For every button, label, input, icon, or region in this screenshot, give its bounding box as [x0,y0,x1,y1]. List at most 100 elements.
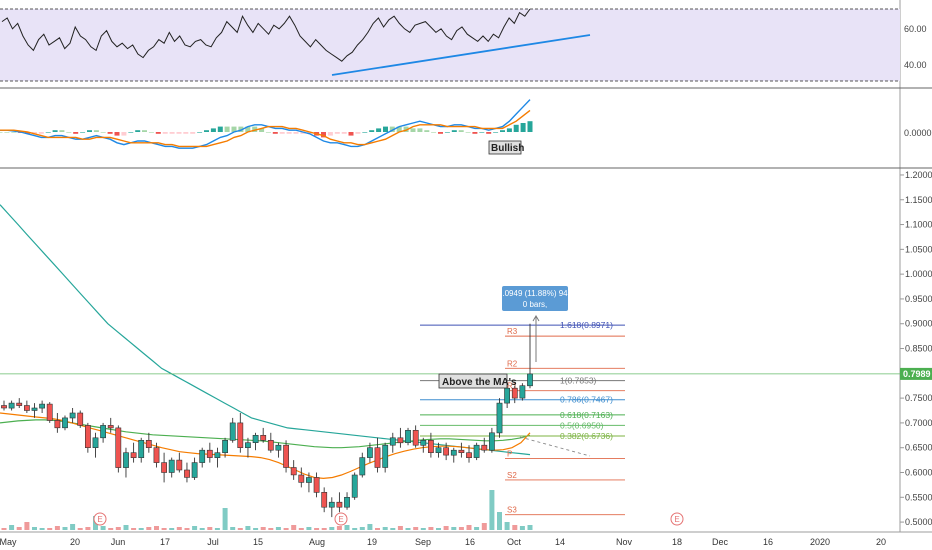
macd-histogram-bar [334,132,340,134]
candle [366,442,373,463]
macd-histogram-bar [190,132,196,134]
macd-histogram-bar [148,132,154,133]
macd-tick-zero: 0.0000 [904,128,932,138]
macd-histogram-bar [252,126,258,132]
macd-histogram-bar [279,132,285,134]
earnings-marker[interactable]: E [670,512,684,526]
candle [199,447,206,468]
price-scale[interactable] [900,0,932,550]
volume-bar [253,528,259,530]
candle [115,425,122,473]
volume-bar [291,525,297,530]
candle [92,432,99,458]
volume-bar [329,527,335,530]
volume-bar [222,508,228,530]
macd-histogram-bar [93,130,99,132]
macd-histogram-bar [396,126,402,132]
time-axis[interactable]: May 20 Jun 17 Jul 15 Aug 19 Sep 16 Oct 14 Nov 18 Dec 16… [0,537,886,547]
macd-pane[interactable]: Bullish 0.0000 [0,99,932,155]
candle [260,427,267,443]
earnings-marker-label: E [97,515,102,524]
above-ma-label-box[interactable] [438,373,508,389]
earnings-marker-label: E [338,515,343,524]
volume-bar [474,527,480,530]
macd-histogram-bar [142,130,147,132]
candle [245,437,251,458]
bullish-label-box[interactable] [488,140,522,155]
volume-bar [1,528,7,530]
pivot-level-label: R2 [507,359,518,368]
macd-histogram-bar [245,126,251,132]
macd-histogram-bar [527,121,533,132]
candle [488,427,495,453]
earnings-marker[interactable]: E [93,512,107,526]
macd-histogram-bar [417,128,423,132]
volume-bar [314,528,320,530]
macd-histogram-bar [197,132,203,133]
candle [328,497,335,518]
time-axis-label: 2020 [810,537,830,547]
measure-box[interactable] [502,286,568,311]
macd-histogram-bar [389,126,395,132]
volume-bar [298,528,304,530]
macd-histogram-bar [11,132,17,133]
earnings-marker[interactable]: E [334,512,348,526]
candle [54,413,61,433]
bullish-label: Bullish [491,143,524,154]
volume-bar [230,527,236,530]
macd-histogram-bar [286,132,292,134]
volume-bar [237,528,243,530]
volume-bar [77,528,83,530]
macd-histogram-bar [500,130,505,132]
time-axis-label: 16 [763,537,773,547]
rsi-trendline[interactable] [331,34,591,76]
macd-histogram-bar [438,132,443,134]
candle [336,492,343,513]
candle [46,402,53,423]
volume-bar [336,526,342,530]
macd-histogram-bar [451,130,457,132]
volume-bar [108,528,114,530]
volume-bar [527,525,533,530]
macd-histogram-bar [183,132,189,134]
candle [359,452,366,478]
candle [191,457,198,480]
volume-bar [344,525,350,530]
volume-bar [359,527,365,530]
macd-histogram-bar [210,128,216,132]
time-axis-label: 14 [555,537,565,547]
volume-bar [451,527,457,530]
time-axis-label: 20 [70,537,80,547]
volume-bar [192,526,198,530]
volume-bar [100,526,106,530]
candle [161,452,167,483]
macd-histogram-bar [403,126,409,132]
time-axis-label: May [0,537,17,547]
macd-histogram-bar [520,123,526,132]
volume-bar [176,527,182,530]
volume-bar [481,523,487,530]
rsi-pane[interactable]: 60.00 40.00 [0,8,927,82]
candle [123,447,129,478]
candle [237,413,244,453]
macd-histogram-bar [73,132,79,134]
candle [412,425,419,448]
macd-histogram-bar [45,132,51,133]
volume-bar [390,528,396,530]
time-axis-label: 20 [876,537,886,547]
price-tick-label: 1.1000 [905,220,932,230]
volume-bar [39,528,45,530]
volume-bar [458,527,464,530]
volume-bar [443,526,449,530]
candle [275,442,282,458]
fib-level-label: 0.382(0.6736) [560,431,613,441]
candle [481,437,488,453]
macd-histogram-bar [231,126,237,132]
price-tick-label: 1.1500 [905,195,932,205]
main-price-pane[interactable]: 1.2000 1.1500 1.1000 1.0500 1.0000 0.9500 0.90… [0,170,932,530]
candle [130,442,137,463]
macd-histogram-bar [25,132,30,134]
candle [496,398,503,438]
volume-bar [131,528,137,530]
